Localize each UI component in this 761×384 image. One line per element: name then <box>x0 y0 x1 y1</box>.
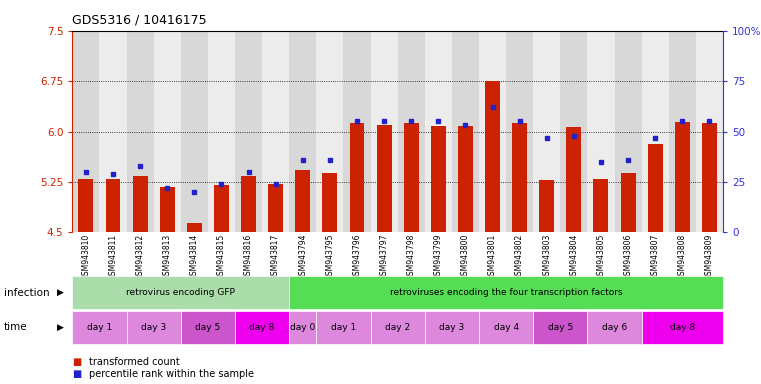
Bar <box>560 31 587 232</box>
Text: GDS5316 / 10416175: GDS5316 / 10416175 <box>72 13 207 26</box>
Text: day 5: day 5 <box>548 323 573 332</box>
Text: day 2: day 2 <box>385 323 410 332</box>
Text: ▶: ▶ <box>57 323 64 332</box>
Bar <box>506 31 533 232</box>
Bar <box>621 173 635 232</box>
Bar <box>235 31 262 232</box>
Bar <box>349 123 365 232</box>
Bar <box>594 179 608 232</box>
Bar <box>72 31 100 232</box>
Bar <box>702 123 717 232</box>
Bar <box>458 126 473 232</box>
Bar <box>479 31 506 232</box>
Bar <box>587 31 615 232</box>
Bar <box>181 31 208 232</box>
Text: day 8: day 8 <box>670 323 695 332</box>
Text: day 3: day 3 <box>439 323 464 332</box>
Text: day 1: day 1 <box>87 323 112 332</box>
Bar <box>132 176 148 232</box>
Text: ■: ■ <box>72 357 81 367</box>
Text: retrovirus encoding GFP: retrovirus encoding GFP <box>126 288 235 297</box>
Bar <box>425 31 452 232</box>
Text: infection: infection <box>4 288 49 298</box>
Bar <box>100 31 126 232</box>
Text: day 5: day 5 <box>196 323 221 332</box>
Text: ■: ■ <box>72 369 81 379</box>
Bar <box>397 31 425 232</box>
Text: day 0: day 0 <box>290 323 315 332</box>
Bar <box>669 31 696 232</box>
Bar <box>485 81 500 232</box>
Bar <box>648 144 663 232</box>
Bar <box>512 123 527 232</box>
Bar <box>262 31 289 232</box>
Bar <box>675 122 689 232</box>
Text: percentile rank within the sample: percentile rank within the sample <box>89 369 254 379</box>
Bar <box>154 31 181 232</box>
Bar <box>343 31 371 232</box>
Text: day 8: day 8 <box>250 323 275 332</box>
Text: day 3: day 3 <box>141 323 166 332</box>
Bar <box>614 31 642 232</box>
Bar <box>323 173 337 232</box>
Bar <box>268 184 283 232</box>
Bar <box>533 31 560 232</box>
Bar <box>214 185 229 232</box>
Text: day 1: day 1 <box>331 323 356 332</box>
Bar <box>566 127 581 232</box>
Bar <box>431 126 446 232</box>
Bar <box>295 170 310 232</box>
Bar <box>106 179 120 232</box>
Text: ▶: ▶ <box>57 288 64 297</box>
Bar <box>696 31 723 232</box>
Bar <box>540 180 554 232</box>
Text: time: time <box>4 322 27 333</box>
Bar <box>187 223 202 232</box>
Text: day 4: day 4 <box>493 323 519 332</box>
Bar <box>642 31 669 232</box>
Bar <box>289 31 317 232</box>
Bar <box>208 31 235 232</box>
Bar <box>404 123 419 232</box>
Bar <box>317 31 343 232</box>
Text: day 6: day 6 <box>602 323 627 332</box>
Text: retroviruses encoding the four transcription factors: retroviruses encoding the four transcrip… <box>390 288 622 297</box>
Bar <box>126 31 154 232</box>
Bar <box>160 187 174 232</box>
Bar <box>371 31 398 232</box>
Bar <box>377 125 391 232</box>
Bar <box>78 179 94 232</box>
Text: transformed count: transformed count <box>89 357 180 367</box>
Bar <box>241 176 256 232</box>
Bar <box>452 31 479 232</box>
